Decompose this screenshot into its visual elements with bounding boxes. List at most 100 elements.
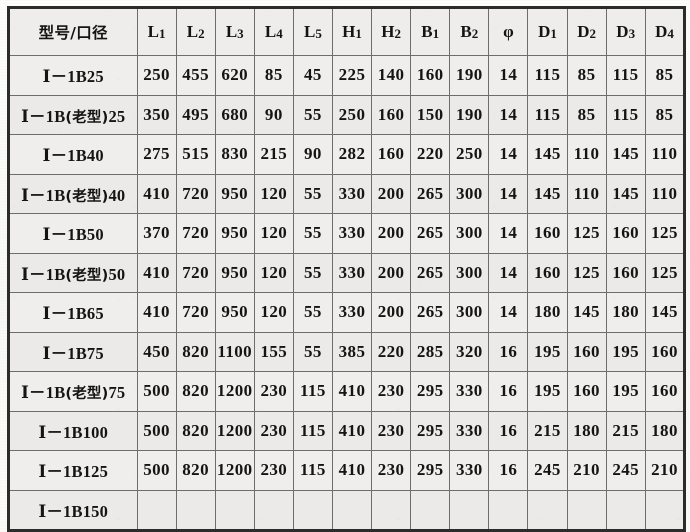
- cell-value: 720: [175, 252, 216, 293]
- cell-value: 265: [410, 252, 451, 293]
- cell-value: 110: [644, 134, 685, 175]
- column-header-b2: B2: [449, 7, 490, 56]
- cell-value: 85: [566, 55, 607, 96]
- cell-value: 145: [566, 292, 607, 333]
- cell-value: 160: [605, 213, 646, 254]
- cell-value: 140: [371, 55, 412, 96]
- header-base: L: [225, 22, 238, 41]
- cell-model: Ⅰ－1B(老型)25: [8, 94, 138, 135]
- cell-model: Ⅰ－1B65: [8, 292, 138, 333]
- cell-value: 120: [253, 292, 294, 333]
- cell-value: 55: [292, 94, 333, 135]
- column-header-d1: D1: [527, 7, 568, 56]
- cell-value: 145: [527, 173, 568, 214]
- cell-value: 265: [410, 292, 451, 333]
- header-base: D: [655, 22, 668, 41]
- header-subscript: 3: [628, 26, 636, 41]
- cell-value: 85: [644, 94, 685, 135]
- cell-model: Ⅰ－1B25: [8, 55, 138, 96]
- cell-value: 14: [488, 213, 529, 254]
- header-base: L: [264, 22, 277, 41]
- cell-value: 295: [410, 450, 451, 491]
- cell-value: 410: [136, 292, 177, 333]
- cell-value: 385: [331, 331, 373, 372]
- column-header-l2: L2: [175, 7, 216, 56]
- cell-value: 230: [253, 371, 294, 412]
- column-header-l1: L1: [136, 7, 177, 56]
- cell-value: 330: [331, 252, 373, 293]
- cell-value: 220: [410, 134, 451, 175]
- table-row: Ⅰ－1B50 370 720 950 120 55 330 200 265 300 14 160 125…: [8, 213, 685, 254]
- cell-value: 145: [605, 173, 646, 214]
- model-code-segment: Ⅰ－1B: [21, 106, 66, 126]
- cell-model: Ⅰ－1B125: [8, 450, 138, 491]
- cell-value: [566, 489, 607, 531]
- cell-value: 275: [136, 134, 177, 175]
- model-code-segment: 25: [108, 106, 126, 126]
- cell-value: 215: [527, 410, 568, 451]
- cell-model: Ⅰ－1B50: [8, 213, 138, 254]
- cell-value: 110: [644, 173, 685, 214]
- table-row: Ⅰ－1B(老型)75 500 820 1200 230 115 410 230 295 330 16…: [8, 371, 685, 412]
- header-base: L: [304, 22, 316, 41]
- cell-value: 300: [449, 252, 490, 293]
- cell-value: 55: [292, 213, 333, 254]
- cell-value: 410: [331, 410, 373, 451]
- cell-value: 160: [410, 55, 451, 96]
- cell-value: 195: [527, 371, 568, 412]
- cell-value: 500: [136, 371, 177, 412]
- model-code-segment: Ⅰ－1B50: [42, 225, 104, 245]
- cell-value: 115: [605, 94, 646, 135]
- cell-value: 330: [449, 450, 490, 491]
- model-variant-label: (老型): [65, 188, 109, 205]
- table-row: Ⅰ－1B(老型)25 350 495 680 90 55 250 160 150 190 14 115…: [8, 94, 685, 135]
- header-subscript: 4: [667, 26, 674, 41]
- cell-value: 160: [566, 331, 607, 372]
- cell-value: 55: [292, 292, 333, 333]
- cell-value: [605, 489, 646, 531]
- cell-value: 300: [449, 173, 490, 214]
- cell-value: 250: [449, 134, 490, 175]
- cell-value: 85: [644, 55, 685, 96]
- cell-value: 410: [136, 252, 177, 293]
- cell-value: 55: [292, 173, 333, 214]
- cell-model: Ⅰ－1B75: [8, 331, 138, 372]
- cell-value: 282: [331, 134, 373, 175]
- column-header-d2: D2: [566, 7, 607, 56]
- cell-value: 330: [449, 371, 490, 412]
- cell-value: 215: [253, 134, 294, 175]
- cell-value: 85: [566, 94, 607, 135]
- header-base: D: [538, 22, 551, 41]
- table-row: Ⅰ－1B(老型)50 410 720 950 120 55 330 200 265 300 14 16…: [8, 252, 685, 293]
- cell-value: 125: [566, 213, 607, 254]
- cell-value: 295: [410, 410, 451, 451]
- cell-value: 215: [605, 410, 646, 451]
- header-subscript: 1: [355, 26, 362, 41]
- cell-value: 160: [371, 94, 412, 135]
- cell-value: 720: [175, 173, 216, 214]
- cell-value: 145: [527, 134, 568, 175]
- cell-value: 210: [566, 450, 607, 491]
- cell-value: 180: [644, 410, 685, 451]
- cell-value: 820: [175, 410, 216, 451]
- header-base: D: [616, 22, 629, 41]
- cell-value: 410: [331, 371, 373, 412]
- cell-value: 265: [410, 213, 451, 254]
- cell-value: 14: [488, 173, 529, 214]
- cell-value: 190: [449, 94, 490, 135]
- header-base: φ: [503, 22, 514, 41]
- table-row: Ⅰ－1B65 410 720 950 120 55 330 200 265 300 14 180 145…: [8, 292, 685, 333]
- cell-value: 330: [331, 292, 373, 333]
- header-subscript: 5: [315, 26, 322, 41]
- cell-value: 950: [214, 252, 255, 293]
- cell-value: 720: [175, 213, 216, 254]
- header-base: H: [381, 22, 395, 41]
- model-code-segment: Ⅰ－1B40: [42, 146, 104, 166]
- cell-value: 295: [410, 371, 451, 412]
- cell-value: 330: [331, 213, 373, 254]
- cell-value: 820: [175, 331, 216, 372]
- header-subscript: 1: [432, 26, 440, 41]
- cell-value: 245: [605, 450, 646, 491]
- header-base: L: [186, 22, 199, 41]
- cell-value: 110: [566, 173, 607, 214]
